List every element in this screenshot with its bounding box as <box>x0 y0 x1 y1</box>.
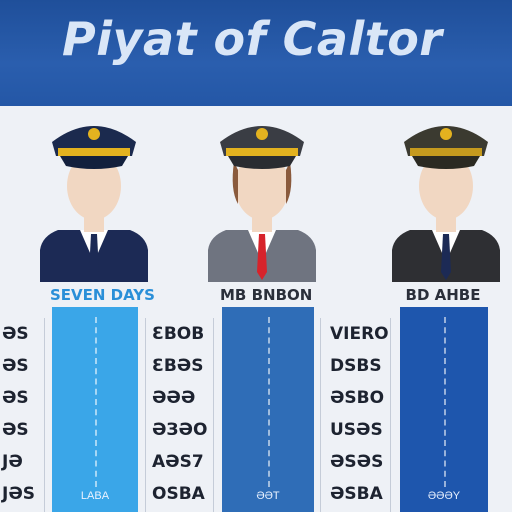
value-cell: ƐBOB <box>152 324 205 344</box>
value-cell: ƏƏƏ <box>152 388 196 408</box>
bar-foot-label: ƏƏT <box>256 490 280 502</box>
value-cell: ƏЗƏO <box>152 420 208 440</box>
pilot-bar-2: ƏƏT <box>222 307 314 512</box>
page-title: Piyat of Caltor <box>62 12 443 66</box>
column-divider <box>213 318 214 512</box>
pilot-avatar-1 <box>40 126 148 282</box>
column-divider <box>390 318 391 512</box>
value-column-2: ƐBOB ƐBƏS ƏƏƏ ƏЗƏO AƏS7 OSBA <box>152 318 212 510</box>
pilot-bar-3: ƏƏƏY <box>400 307 488 512</box>
bar-dash-line <box>95 317 97 487</box>
pilot-name-3: BD AHBE <box>405 286 481 304</box>
value-cell: ƐBƏS <box>152 356 204 376</box>
value-cell: OSBA <box>152 484 205 504</box>
bar-foot-label: ƏƏƏY <box>427 490 461 502</box>
value-cell: ƏS <box>2 420 29 440</box>
value-cell: ƏSBA <box>330 484 383 504</box>
column-divider <box>320 318 321 512</box>
header-banner: Piyat of Caltor <box>0 0 512 106</box>
pilot-bar-1: LABA <box>52 307 138 512</box>
value-cell: ƏSƏS <box>330 452 384 472</box>
pilot-avatar-3 <box>392 126 500 282</box>
value-cell: DSBS <box>330 356 382 376</box>
pilot-avatar-2 <box>208 126 316 282</box>
value-cell: AƏS7 <box>152 452 204 472</box>
value-cell: ЈƏ <box>2 452 23 472</box>
value-cell: ƏSBO <box>330 388 385 408</box>
bar-foot-label: LABA <box>80 490 110 502</box>
pilot-name-2: MB BNBON <box>220 286 313 304</box>
bar-dash-line <box>268 317 270 487</box>
value-cell: VIERO <box>330 324 389 344</box>
value-cell: ЈƏЅ <box>2 484 36 504</box>
value-column-3: VIERO DSBS ƏSBO USƏS ƏSƏS ƏSBA <box>330 318 390 510</box>
value-cell: ƏS <box>2 324 29 344</box>
column-divider <box>44 318 45 512</box>
pilot-name-1: SEVEN DAYS <box>50 286 155 304</box>
value-cell: ƏS <box>2 388 29 408</box>
value-cell: USƏS <box>330 420 383 440</box>
bar-dash-line <box>444 317 446 487</box>
value-column-1: ƏS ƏS ƏS ƏS ЈƏ ЈƏЅ <box>2 318 42 510</box>
value-cell: ƏS <box>2 356 29 376</box>
column-divider <box>145 318 146 512</box>
